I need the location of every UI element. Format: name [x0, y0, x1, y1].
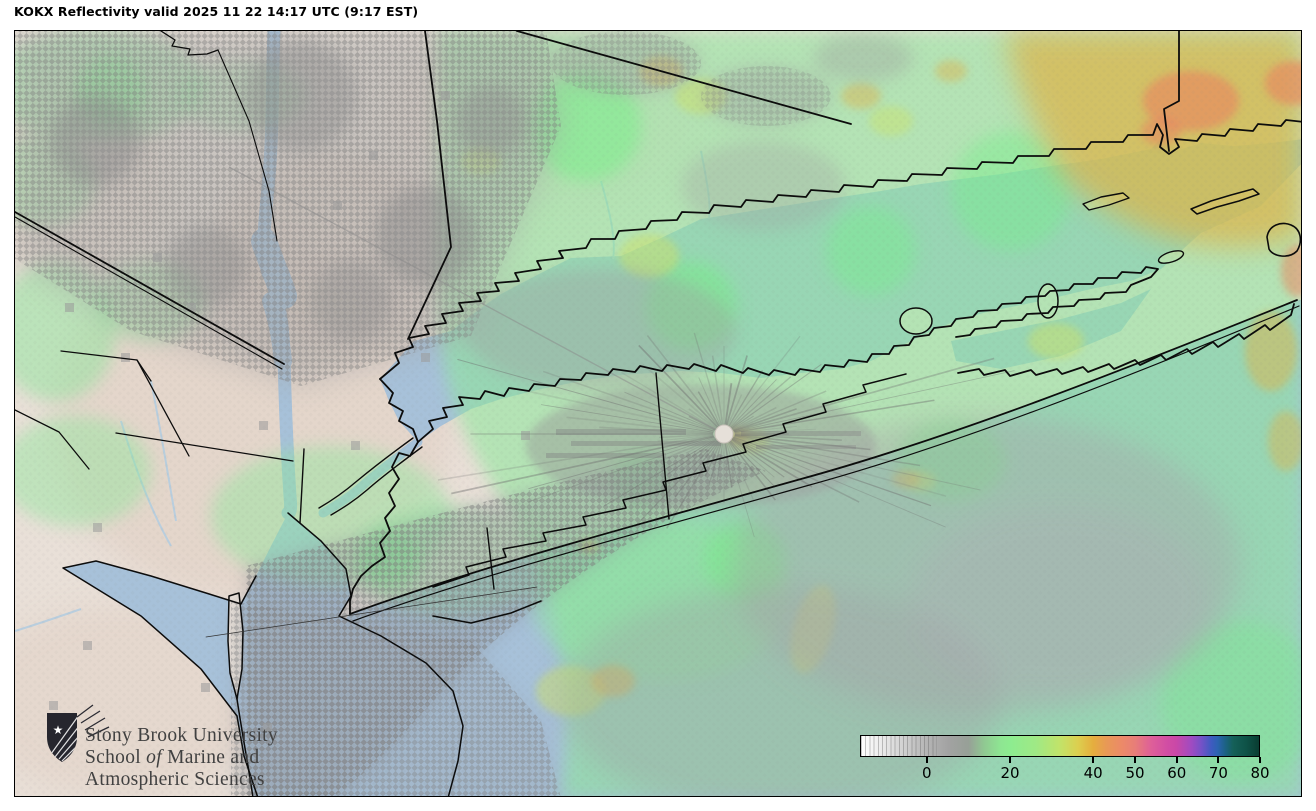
- shield-rays: [76, 704, 110, 738]
- map-svg: ★: [15, 31, 1301, 796]
- colorbar-tick-label: 20: [1000, 764, 1020, 782]
- colorbar-tick: [1009, 757, 1011, 763]
- colorbar-tick: [1092, 757, 1095, 763]
- radar-center-marker: [714, 424, 734, 444]
- radar-overlay: [15, 31, 1301, 796]
- sbu-logo-line1: Stony Brook University: [85, 725, 278, 746]
- colorbar-tick-label: 50: [1125, 764, 1145, 782]
- radar-spokes: [437, 332, 1015, 538]
- colorbar-tick: [1134, 757, 1136, 763]
- colorbar-tick-label: 70: [1208, 764, 1228, 782]
- colorbar-tick-label: 0: [922, 764, 932, 782]
- sbu-logo-shield: ★: [47, 704, 110, 762]
- colorbar-tick: [1175, 757, 1178, 763]
- colorbar-steps-texture: [861, 736, 937, 756]
- colorbar-tick-label: 40: [1083, 764, 1103, 782]
- radar-map: ★ Stony Brook University School of Marin…: [14, 30, 1302, 797]
- sbu-logo-line2: School of Marine and: [85, 746, 260, 768]
- colorbar-tick: [1217, 757, 1220, 763]
- sbu-logo-text: Stony Brook University School of Marine …: [85, 725, 278, 790]
- boundaries: [15, 31, 1301, 796]
- shield-star-icon: ★: [53, 723, 64, 737]
- colorbar-tick: [1259, 757, 1261, 763]
- colorbar-tick-label: 80: [1250, 764, 1270, 782]
- colorbar-bar: [860, 735, 1260, 757]
- figure-title: KOKX Reflectivity valid 2025 11 22 14:17…: [14, 4, 419, 19]
- sbu-logo-line3: Atmospheric Sciences: [85, 768, 265, 790]
- radar-ray-nw: [228, 166, 725, 435]
- colorbar: 0 20 40 50 60 70 80: [860, 735, 1270, 796]
- colorbar-tick: [925, 757, 928, 763]
- colorbar-tick-label: 60: [1167, 764, 1187, 782]
